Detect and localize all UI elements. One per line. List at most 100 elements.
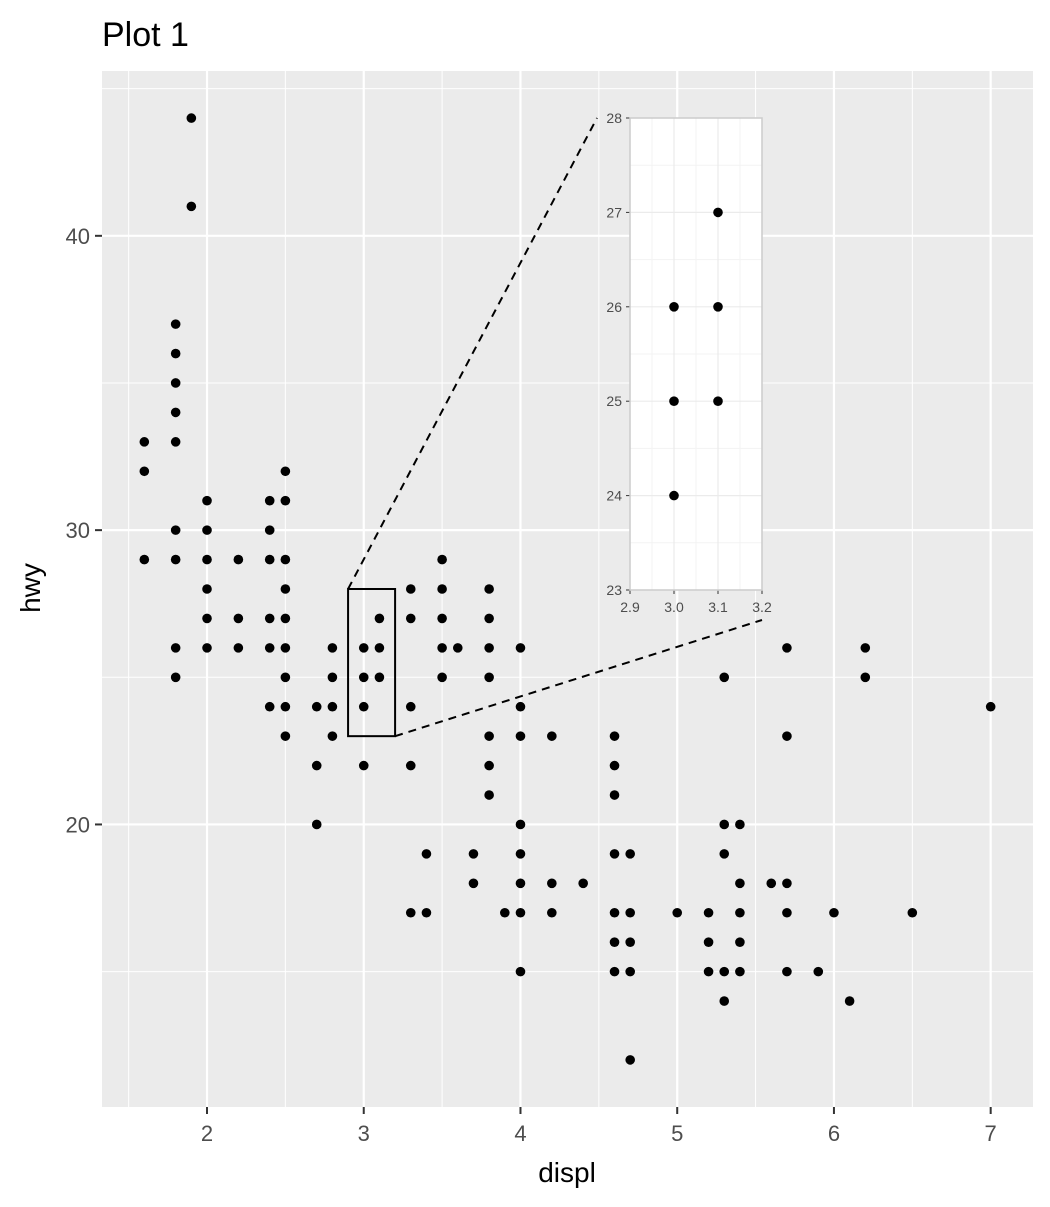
data-point — [264, 613, 275, 624]
data-point — [578, 878, 588, 889]
data-point — [202, 584, 212, 594]
data-point — [515, 878, 526, 889]
data-point — [860, 643, 871, 653]
data-point — [782, 731, 792, 741]
data-point — [437, 613, 447, 624]
data-point — [421, 907, 432, 918]
data-point — [327, 731, 338, 741]
data-point — [437, 554, 447, 565]
data-point — [609, 760, 620, 771]
data-point — [515, 731, 526, 741]
inset-y-tick-label: 24 — [606, 488, 622, 504]
data-point — [484, 672, 494, 683]
inset-y-tick-label: 25 — [606, 393, 622, 409]
data-point — [280, 701, 291, 712]
data-point — [703, 937, 714, 947]
data-point — [907, 907, 918, 918]
data-point — [405, 613, 416, 624]
data-point — [484, 760, 494, 771]
data-point — [405, 907, 416, 918]
inset-y-tick-label: 23 — [606, 582, 622, 598]
data-point — [735, 907, 745, 918]
data-point — [374, 643, 385, 653]
data-point — [202, 525, 212, 535]
data-point — [782, 907, 792, 918]
inset-data-point — [713, 207, 723, 218]
data-point — [609, 849, 620, 859]
data-point — [515, 819, 526, 830]
data-point — [280, 554, 291, 565]
inset-x-tick-label: 3.1 — [708, 599, 728, 615]
data-point — [468, 849, 479, 859]
data-point — [327, 643, 338, 653]
data-point — [719, 672, 730, 683]
inset-y-tick-label: 26 — [606, 299, 622, 315]
data-point — [766, 878, 777, 889]
data-point — [625, 1055, 635, 1065]
y-tick-label: 30 — [66, 518, 90, 543]
x-tick-label: 3 — [358, 1121, 370, 1146]
data-point — [703, 907, 714, 918]
inset-x-tick-label: 2.9 — [620, 599, 640, 615]
data-point — [703, 966, 714, 977]
data-point — [484, 731, 494, 741]
data-point — [139, 437, 150, 447]
data-point — [437, 643, 447, 653]
data-point — [358, 760, 369, 771]
data-point — [374, 613, 385, 624]
data-point — [170, 348, 181, 359]
data-point — [829, 907, 839, 918]
data-point — [202, 554, 212, 565]
data-point — [672, 907, 683, 918]
x-tick-label: 2 — [201, 1121, 213, 1146]
data-point — [735, 966, 745, 977]
data-point — [515, 966, 526, 977]
data-point — [233, 643, 244, 653]
data-point — [170, 643, 181, 653]
data-point — [421, 849, 432, 859]
data-point — [186, 201, 197, 212]
data-point — [515, 701, 526, 712]
data-point — [264, 643, 275, 653]
data-point — [327, 672, 338, 683]
data-point — [813, 966, 824, 977]
data-point — [609, 790, 620, 800]
data-point — [358, 701, 369, 712]
data-point — [625, 966, 635, 977]
data-point — [547, 907, 557, 918]
data-point — [735, 819, 745, 830]
data-point — [280, 613, 291, 624]
data-point — [264, 525, 275, 535]
inset-y-tick-label: 27 — [606, 204, 622, 220]
y-tick-label: 40 — [66, 224, 90, 249]
data-point — [484, 584, 494, 594]
data-point — [437, 672, 447, 683]
data-point — [625, 937, 635, 947]
data-point — [233, 613, 244, 624]
data-point — [547, 731, 557, 741]
data-point — [985, 701, 996, 712]
data-point — [547, 878, 557, 889]
data-point — [170, 672, 181, 683]
inset-data-point — [713, 396, 723, 407]
data-point — [202, 495, 212, 506]
data-point — [625, 849, 635, 859]
plot-panel: 2.9 3.0 3.1 3.2 23 24 25 26 27 28 — [102, 71, 1033, 1107]
data-point — [170, 437, 181, 447]
data-point — [280, 466, 291, 477]
data-point — [719, 966, 730, 977]
data-point — [735, 878, 745, 889]
data-point — [264, 554, 275, 565]
data-point — [202, 643, 212, 653]
data-point — [500, 907, 510, 918]
data-point — [860, 672, 871, 683]
y-tick-label: 20 — [66, 812, 90, 837]
zoom-connector-top — [347, 117, 598, 590]
inset-panel: 2.9 3.0 3.1 3.2 23 24 25 26 27 28 — [606, 110, 772, 615]
data-point — [264, 495, 275, 506]
data-point — [782, 966, 792, 977]
y-axis-title: hwy — [15, 563, 46, 613]
data-point — [170, 525, 181, 535]
